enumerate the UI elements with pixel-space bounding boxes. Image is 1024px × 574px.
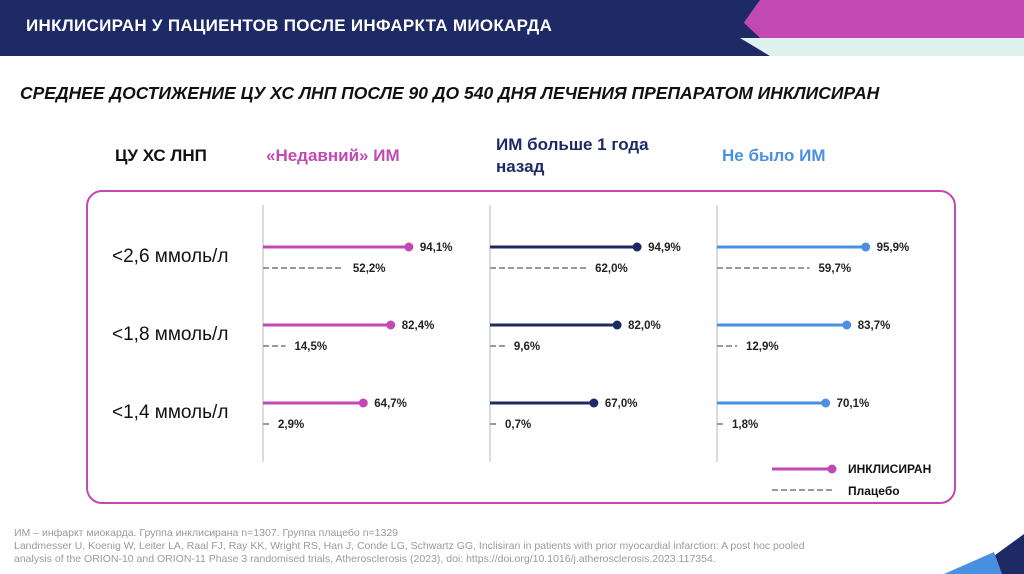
legend-inclisiran-label: ИНКЛИСИРАН xyxy=(848,462,931,476)
placebo-value-mi-over-1yr-1-8: 9,6% xyxy=(514,341,540,353)
group-header-recent-mi-line1: «Недавний» ИМ xyxy=(266,146,400,165)
inclisiran-value-recent-mi-1-4: 64,7% xyxy=(374,398,407,410)
inclisiran-dot-mi-over-1yr-2-6 xyxy=(632,242,642,252)
inclisiran-value-mi-over-1yr-2-6: 94,9% xyxy=(648,242,681,254)
placebo-value-no-mi-2-6: 59,7% xyxy=(819,263,852,275)
chart-frame xyxy=(86,190,956,504)
header-stripe-mint xyxy=(740,38,1024,56)
placebo-value-recent-mi-1-4: 2,9% xyxy=(278,419,304,431)
category-label-1-8: <1,8 ммоль/л xyxy=(112,324,229,345)
inclisiran-dot-no-mi-1-4 xyxy=(821,398,831,408)
footnote-line1: ИМ – инфаркт миокарда. Группа инклисиран… xyxy=(14,527,399,539)
row-header-label: ЦУ ХС ЛНП xyxy=(115,146,207,165)
category-label-2-6: <2,6 ммоль/л xyxy=(112,246,229,267)
placebo-value-mi-over-1yr-2-6: 62,0% xyxy=(595,263,628,275)
inclisiran-value-no-mi-2-6: 95,9% xyxy=(877,242,910,254)
group-header-no-mi: Не было ИМ xyxy=(722,145,826,167)
chart-subtitle: СРЕДНЕЕ ДОСТИЖЕНИЕ ЦУ ХС ЛНП ПОСЛЕ 90 ДО… xyxy=(20,83,880,103)
inclisiran-value-mi-over-1yr-1-8: 82,0% xyxy=(628,320,661,332)
inclisiran-value-recent-mi-1-8: 82,4% xyxy=(402,320,435,332)
placebo-value-recent-mi-2-6: 52,2% xyxy=(353,263,386,275)
group-header-mi-over-1yr-line1: ИМ больше 1 года xyxy=(496,135,649,154)
header-decoration xyxy=(670,0,1024,56)
corner-decoration xyxy=(944,534,1024,574)
inclisiran-value-recent-mi-2-6: 94,1% xyxy=(420,242,453,254)
page-title: ИНКЛИСИРАН У ПАЦИЕНТОВ ПОСЛЕ ИНФАРКТА МИ… xyxy=(26,16,553,35)
inclisiran-value-no-mi-1-8: 83,7% xyxy=(858,320,891,332)
group-header-no-mi-line1: Не было ИМ xyxy=(722,146,826,165)
corner-triangle-blue xyxy=(944,552,1002,574)
header-stripe-magenta xyxy=(720,0,1024,38)
header-bar: ИНКЛИСИРАН У ПАЦИЕНТОВ ПОСЛЕ ИНФАРКТА МИ… xyxy=(0,0,1024,56)
placebo-value-recent-mi-1-8: 14,5% xyxy=(294,341,327,353)
inclisiran-dot-recent-mi-2-6 xyxy=(404,242,414,252)
legend-placebo-label: Плацебо xyxy=(848,484,900,498)
inclisiran-dot-no-mi-2-6 xyxy=(861,242,871,252)
inclisiran-dot-mi-over-1yr-1-8 xyxy=(612,320,622,330)
placebo-value-no-mi-1-4: 1,8% xyxy=(732,419,758,431)
placebo-value-no-mi-1-8: 12,9% xyxy=(746,341,779,353)
inclisiran-dot-recent-mi-1-4 xyxy=(358,398,368,408)
inclisiran-dot-recent-mi-1-8 xyxy=(386,320,396,330)
footnote: ИМ – инфаркт миокарда. Группа инклисиран… xyxy=(14,527,914,566)
category-label-1-4: <1,4 ммоль/л xyxy=(112,402,229,423)
placebo-value-mi-over-1yr-1-4: 0,7% xyxy=(505,419,531,431)
footnote-line2: Landmesser U, Koenig W, Leiter LA, Raal … xyxy=(14,540,805,552)
inclisiran-dot-no-mi-1-8 xyxy=(842,320,852,330)
group-header-recent-mi: «Недавний» ИМ xyxy=(266,145,400,167)
group-header-mi-over-1yr-line2: назад xyxy=(496,157,545,176)
group-header-mi-over-1yr: ИМ больше 1 года назад xyxy=(496,134,649,178)
footnote-line3: analysis of the ORION-10 and ORION-11 Ph… xyxy=(14,553,716,565)
inclisiran-value-mi-over-1yr-1-4: 67,0% xyxy=(605,398,638,410)
inclisiran-dot-mi-over-1yr-1-4 xyxy=(589,398,599,408)
legend-inclisiran-dot xyxy=(827,464,837,474)
header-stripe-navy xyxy=(670,0,760,56)
inclisiran-value-no-mi-1-4: 70,1% xyxy=(837,398,870,410)
